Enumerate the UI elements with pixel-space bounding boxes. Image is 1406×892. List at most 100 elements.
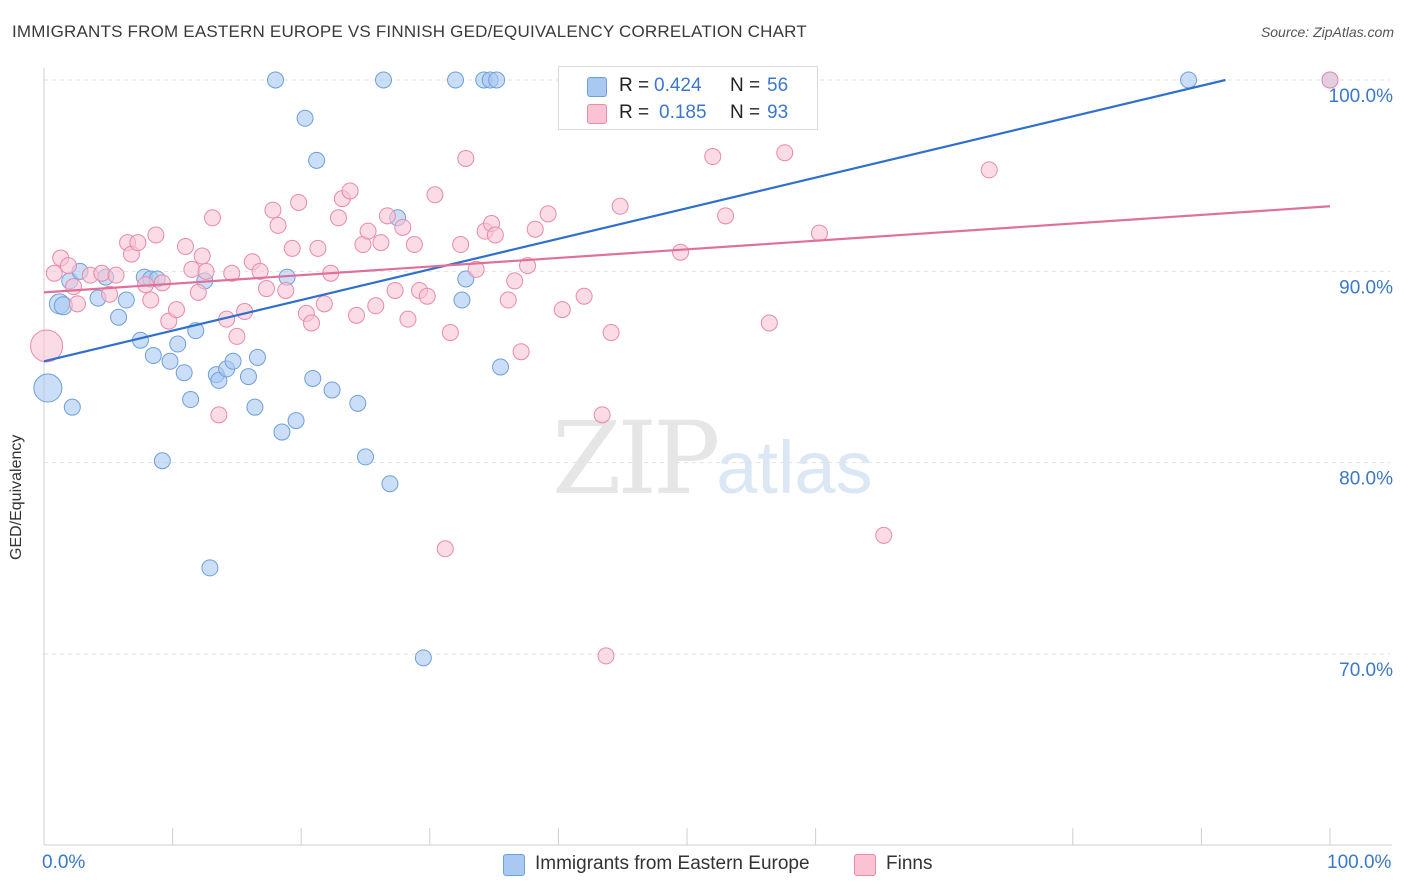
data-point-finns <box>875 526 893 544</box>
data-point-finns <box>372 234 390 252</box>
data-point-eastern-europe <box>323 381 341 399</box>
bottom-legend-swatch-eastern-europe <box>503 854 525 876</box>
data-point-finns <box>717 207 735 225</box>
data-point-eastern-europe <box>248 348 266 366</box>
data-point-eastern-europe <box>414 649 432 667</box>
data-point-finns <box>302 314 320 332</box>
data-point-eastern-europe <box>349 394 367 412</box>
x-tick-label-min: 0.0% <box>42 852 86 873</box>
data-point-finns <box>810 224 828 242</box>
legend-swatch-eastern-europe <box>587 77 607 97</box>
data-point-finns <box>93 264 111 282</box>
data-point-finns <box>197 262 215 280</box>
data-point-finns <box>426 186 444 204</box>
data-point-eastern-europe <box>308 151 326 169</box>
data-point-finns <box>1321 71 1339 89</box>
data-point-eastern-europe <box>153 452 171 470</box>
data-point-eastern-europe <box>266 71 284 89</box>
data-point-finns <box>107 266 125 284</box>
bottom-legend-label: Finns <box>886 853 933 874</box>
data-point-finns <box>672 243 690 261</box>
data-point-finns <box>553 301 571 319</box>
data-point-eastern-europe <box>375 71 393 89</box>
data-point-eastern-europe <box>273 423 291 441</box>
data-point-eastern-europe <box>239 368 257 386</box>
data-point-eastern-europe <box>224 352 242 370</box>
watermark: ZIPatlas <box>552 400 873 517</box>
data-point-eastern-europe <box>453 291 471 309</box>
data-point-finns <box>30 329 64 363</box>
data-point-eastern-europe <box>357 448 374 466</box>
data-point-finns <box>176 237 194 255</box>
data-point-eastern-europe <box>169 335 187 353</box>
data-point-finns <box>251 262 269 280</box>
x-tick-label-max: 100.0% <box>1327 852 1392 873</box>
data-point-finns <box>153 274 171 292</box>
data-point-eastern-europe <box>161 352 179 370</box>
data-point-finns <box>367 297 385 315</box>
data-point-finns <box>290 193 308 211</box>
watermark-atlas: atlas <box>716 426 873 509</box>
y-tick-label: 90.0% <box>1339 277 1393 298</box>
data-point-finns <box>418 287 436 305</box>
watermark-zip: ZIP <box>552 400 720 517</box>
data-point-eastern-europe <box>182 391 200 409</box>
legend-r-label: R = <box>619 75 650 96</box>
legend-swatch-finns <box>587 104 607 124</box>
y-tick-label: 80.0% <box>1339 469 1393 490</box>
data-point-finns <box>399 310 417 328</box>
data-point-finns <box>486 226 504 244</box>
chart-title: IMMIGRANTS FROM EASTERN EUROPE VS FINNIS… <box>12 22 807 41</box>
data-point-finns <box>441 324 459 342</box>
data-point-finns <box>980 161 998 179</box>
data-point-finns <box>223 264 241 282</box>
data-point-finns <box>193 247 211 265</box>
trendline-eastern-europe <box>43 78 1226 363</box>
data-point-finns <box>167 301 185 319</box>
data-point-eastern-europe <box>381 475 399 493</box>
data-point-finns <box>457 149 475 167</box>
data-point-eastern-europe <box>144 347 162 365</box>
data-point-finns <box>129 234 147 252</box>
data-point-finns <box>499 291 517 309</box>
data-point-finns <box>394 218 412 236</box>
data-point-finns <box>45 264 63 282</box>
data-point-finns <box>203 209 221 227</box>
data-point-eastern-europe <box>175 364 193 382</box>
legend-n-label: N = <box>730 102 761 123</box>
y-tick-label: 100.0% <box>1329 86 1394 107</box>
data-point-eastern-europe <box>447 71 465 89</box>
data-point-finns <box>210 406 228 424</box>
data-point-finns <box>405 236 423 254</box>
data-point-finns <box>760 314 778 332</box>
data-point-finns <box>506 272 524 290</box>
data-point-finns <box>526 220 544 238</box>
data-point-finns <box>189 283 207 301</box>
data-point-finns <box>183 260 201 278</box>
data-point-finns <box>467 260 485 278</box>
data-point-finns <box>142 291 160 309</box>
data-point-eastern-europe <box>110 308 128 326</box>
data-point-finns <box>519 257 537 275</box>
data-point-eastern-europe <box>246 398 264 416</box>
data-point-finns <box>283 239 301 257</box>
data-point-finns <box>329 209 347 227</box>
trendline-finns <box>43 205 1331 294</box>
data-point-finns <box>539 205 557 223</box>
data-point-finns <box>597 647 615 665</box>
data-point-finns <box>378 207 396 225</box>
data-point-finns <box>147 226 165 244</box>
legend-n-value: 56 <box>767 75 789 96</box>
data-point-finns <box>386 281 404 299</box>
data-point-eastern-europe <box>1180 71 1198 89</box>
data-point-finns <box>341 182 359 200</box>
data-point-finns <box>512 343 530 361</box>
data-point-eastern-europe <box>33 373 63 403</box>
bottom-legend-label: Immigrants from Eastern Europe <box>535 853 810 874</box>
data-point-finns <box>611 197 629 215</box>
data-point-finns <box>269 216 287 234</box>
data-point-finns <box>228 327 246 345</box>
legend-r-value: 0.424 <box>654 75 702 96</box>
data-point-finns <box>257 280 275 298</box>
